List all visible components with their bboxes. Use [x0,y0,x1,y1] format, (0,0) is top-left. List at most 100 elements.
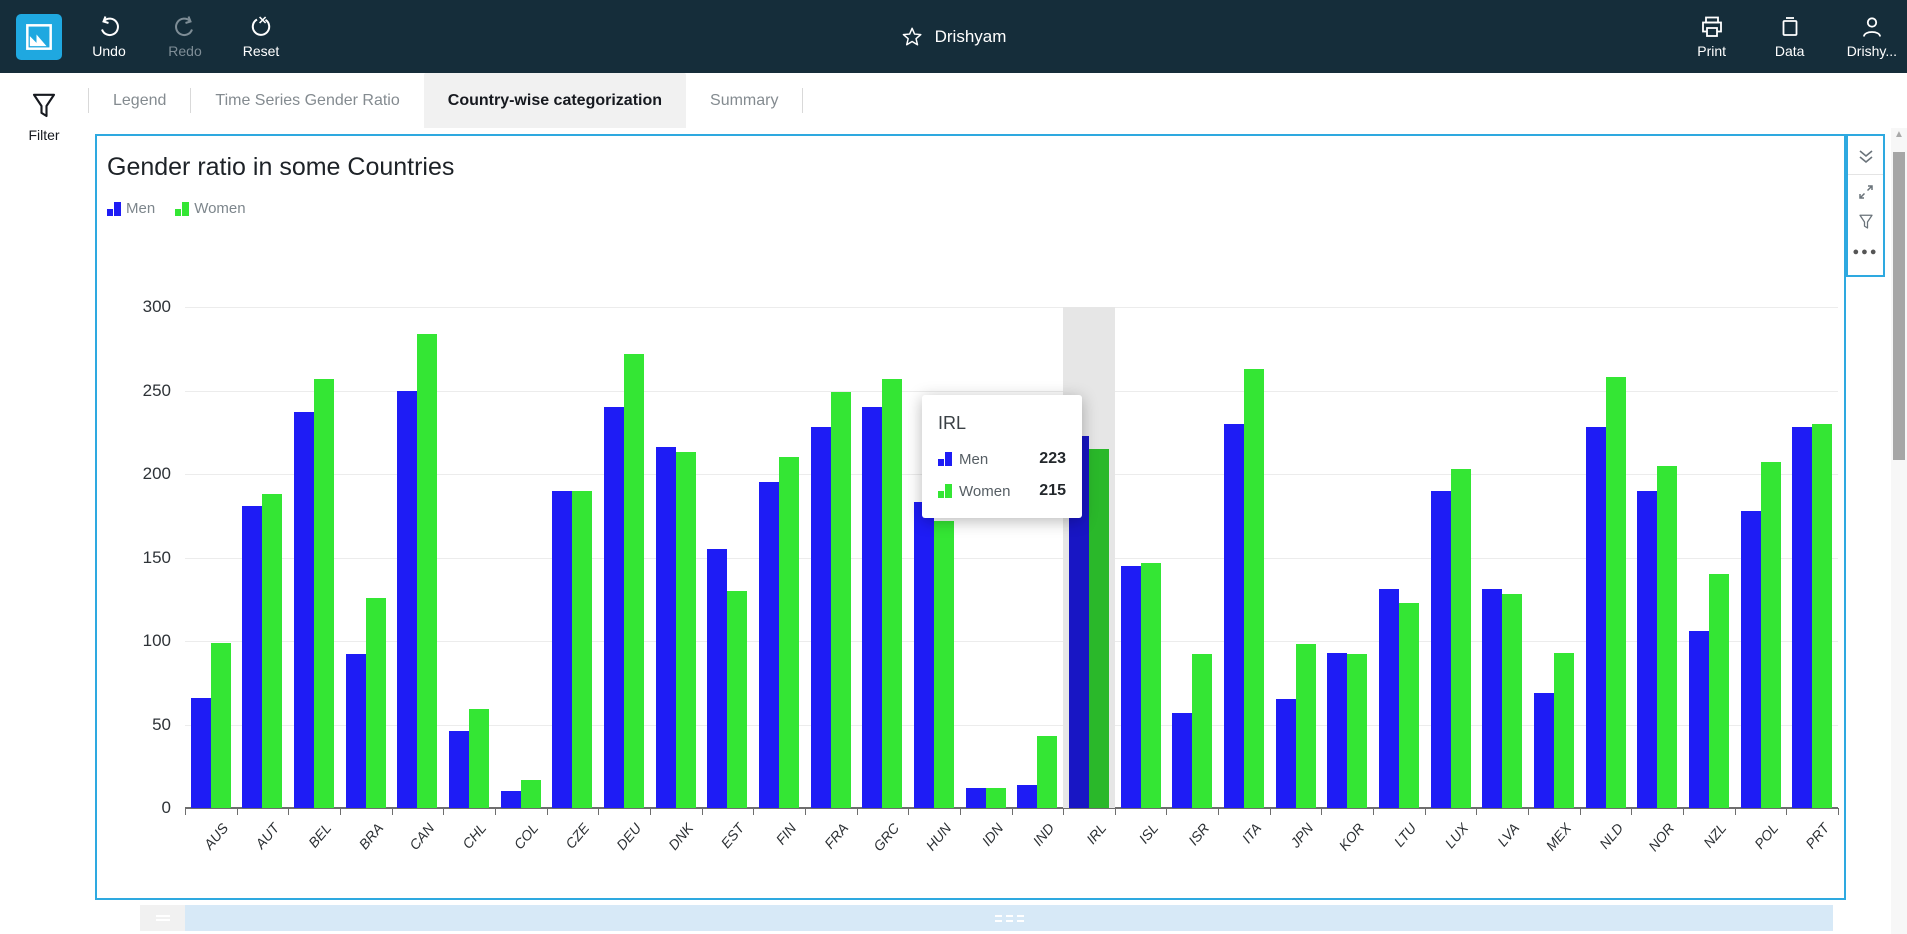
bar-men-COL[interactable] [500,791,521,808]
visual-menu-button[interactable]: ●●● [1848,237,1883,267]
bar-men-FRA[interactable] [810,427,831,808]
bar-men-EST[interactable] [707,549,728,808]
bar-women-KOR[interactable] [1347,654,1368,808]
bar-women-DEU[interactable] [624,353,645,808]
bar-women-MEX[interactable] [1553,652,1574,808]
bar-men-MEX[interactable] [1533,692,1554,808]
bar-women-IDN[interactable] [985,787,1006,808]
scrollbar-up-arrow[interactable]: ▲ [1894,129,1904,140]
bar-women-COL[interactable] [520,779,541,808]
bar-women-GRC[interactable] [882,378,903,808]
bar-men-AUT[interactable] [242,505,263,808]
bar-women-POL[interactable] [1760,462,1781,808]
bar-men-AUS[interactable] [190,697,211,808]
bar-women-BRA[interactable] [365,597,386,808]
tab-legend[interactable]: Legend [113,91,167,109]
filter-funnel-icon [1858,214,1873,229]
x-tick-mark [959,808,961,815]
bar-women-EST[interactable] [727,590,748,808]
bar-women-CAN[interactable] [417,333,438,808]
x-tick-mark [1476,808,1478,815]
bar-women-IND[interactable] [1037,736,1058,808]
bar-men-LTU[interactable] [1378,589,1399,808]
bar-men-KOR[interactable] [1327,652,1348,808]
bar-women-CHL[interactable] [469,709,490,808]
bar-women-ISL[interactable] [1140,562,1161,808]
bar-chart-visual[interactable]: Gender ratio in some Countries Men Women… [95,134,1846,900]
bar-men-IDN[interactable] [965,787,986,808]
bar-men-LUX[interactable] [1430,490,1451,808]
bar-men-NZL[interactable] [1688,630,1709,808]
tab-summary[interactable]: Summary [710,91,779,109]
tooltip-women-value: 215 [1039,482,1066,499]
bar-women-NOR[interactable] [1657,465,1678,808]
bar-men-IRL[interactable] [1068,435,1089,808]
bar-men-ISL[interactable] [1120,565,1141,808]
bar-women-LVA[interactable] [1502,594,1523,808]
bar-women-HUN[interactable] [934,520,955,808]
bar-women-AUS[interactable] [210,642,231,808]
reset-button[interactable]: ✕ Reset [240,15,282,59]
bar-men-BRA[interactable] [345,654,366,808]
bar-women-IRL[interactable] [1088,448,1109,808]
maximize-button[interactable] [1848,177,1883,207]
collapse-button[interactable] [1848,142,1883,172]
bar-men-NLD[interactable] [1585,427,1606,808]
bar-men-PRT[interactable] [1792,427,1813,808]
bar-women-PRT[interactable] [1812,423,1833,808]
page-scrollbar-thumb[interactable] [1893,152,1905,460]
bar-men-JPN[interactable] [1275,699,1296,808]
bar-men-HUN[interactable] [914,502,935,808]
tab-country-wise-categorization[interactable]: Country-wise categorization [423,73,687,128]
bar-men-CAN[interactable] [397,390,418,808]
bar-women-NLD[interactable] [1605,377,1626,808]
bar-men-IND[interactable] [1017,784,1038,808]
bar-men-DEU[interactable] [604,407,625,808]
bar-women-CZE[interactable] [572,490,593,808]
bar-women-ISR[interactable] [1192,654,1213,808]
bar-women-ITA[interactable] [1243,368,1264,808]
bar-men-FIN[interactable] [759,482,780,808]
tab-time-series-gender-ratio[interactable]: Time Series Gender Ratio [215,91,400,109]
bar-women-NZL[interactable] [1708,574,1729,808]
quicksight-logo-icon[interactable] [16,13,62,60]
bar-men-NOR[interactable] [1637,490,1658,808]
y-tick-label: 100 [142,631,171,650]
print-icon [1701,16,1722,37]
bar-men-GRC[interactable] [862,407,883,808]
bar-men-ISR[interactable] [1172,712,1193,808]
bar-women-JPN[interactable] [1295,644,1316,808]
gridline [185,641,1838,642]
bar-men-POL[interactable] [1740,510,1761,808]
element-drag-handle[interactable] [140,905,185,931]
bar-men-CZE[interactable] [552,490,573,808]
redo-button[interactable]: Redo [164,15,206,59]
legend-item-women[interactable]: Women [175,200,246,217]
bar-women-LTU[interactable] [1398,602,1419,808]
bar-men-DNK[interactable] [655,447,676,808]
bar-women-DNK[interactable] [675,452,696,808]
data-button[interactable]: Data [1769,15,1811,59]
bar-women-FIN[interactable] [779,457,800,808]
star-icon[interactable] [901,26,923,48]
filter-tool[interactable]: Filter [0,91,88,143]
x-tick-mark [598,808,600,815]
x-tick-mark [1786,808,1788,815]
x-tick-mark [701,808,703,815]
bar-men-LVA[interactable] [1482,589,1503,808]
user-menu-button[interactable]: Drishy... [1847,15,1897,59]
bar-women-LUX[interactable] [1450,468,1471,808]
bar-women-FRA[interactable] [830,392,851,808]
bar-women-BEL[interactable] [314,378,335,808]
bar-men-BEL[interactable] [294,412,315,808]
print-button[interactable]: Print [1691,15,1733,59]
bar-men-CHL[interactable] [449,731,470,808]
bar-women-AUT[interactable] [262,494,283,808]
next-element-top-strip[interactable] [185,905,1833,931]
undo-button[interactable]: Undo [88,15,130,59]
legend-item-men[interactable]: Men [107,200,155,217]
tab-separator [190,88,192,113]
visual-filter-button[interactable] [1848,207,1883,237]
reset-icon: ✕ [249,15,273,39]
bar-men-ITA[interactable] [1223,423,1244,808]
